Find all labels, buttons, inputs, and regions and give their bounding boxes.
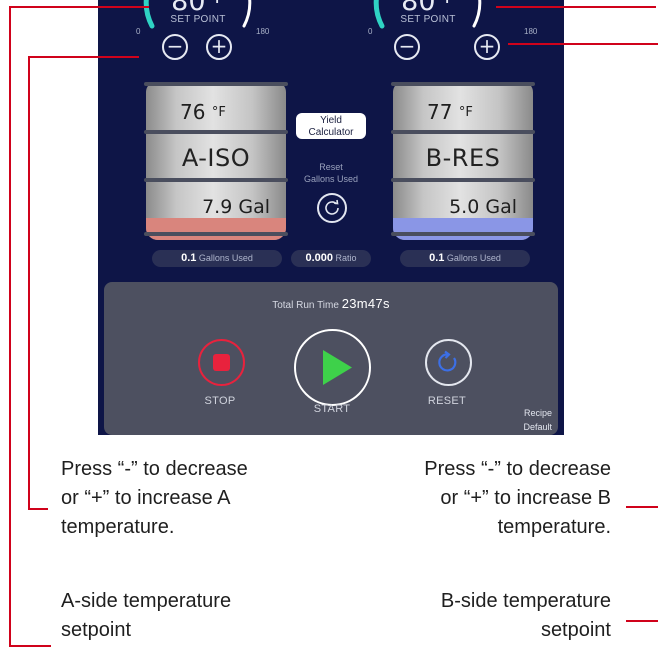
yield-calculator-button[interactable]: Yield Calculator xyxy=(296,113,366,139)
b-setpoint-leader xyxy=(496,6,656,8)
reset-gallons-line1: Reset xyxy=(319,162,343,172)
a-tank-name: A-ISO xyxy=(181,144,251,172)
b-tank-body xyxy=(393,82,533,240)
yield-line2: Calculator xyxy=(308,127,354,138)
ratio-label: Ratio xyxy=(335,253,357,263)
recipe-label: Recipe xyxy=(523,408,552,418)
a-tank-ring xyxy=(144,82,288,86)
a-setpoint-label: SET POINT xyxy=(170,14,226,25)
a-tank-body xyxy=(146,82,286,240)
stop-button[interactable] xyxy=(198,339,245,386)
b-tank-name: B-RES xyxy=(425,144,501,172)
a-tank-gallons: 7.9 Gal xyxy=(202,196,270,218)
a-buttons-leader xyxy=(28,56,139,58)
b-scale-min: 0 xyxy=(368,27,373,36)
run-time-label: Total Run Time xyxy=(272,300,339,311)
total-run-time: Total Run Time 23m47s xyxy=(104,296,558,311)
b-tank-ring xyxy=(391,232,535,236)
b-setpoint-unit: °F xyxy=(436,0,455,8)
b-setpoint-label: SET POINT xyxy=(400,14,456,25)
a-setpoint-leader xyxy=(9,6,149,8)
dispenser-screen: 80°F SET POINT 0 180 − + 80°F SET POINT … xyxy=(98,0,564,435)
a-tank-fill xyxy=(146,218,286,240)
reset-gallons-line2: Gallons Used xyxy=(303,174,359,184)
a-scale-max: 180 xyxy=(256,27,270,36)
b-tank-ring xyxy=(391,178,535,182)
callout-line: or “+” to increase B xyxy=(440,487,611,509)
stop-square-icon xyxy=(213,354,230,371)
b-buttons-leader xyxy=(508,43,658,45)
b-plus-button[interactable]: + xyxy=(474,34,500,60)
a-tank-temp-unit: °F xyxy=(211,105,226,120)
a-buttons-callout: Press “-” to decrease or “+” to increase… xyxy=(61,455,248,542)
callout-line: setpoint xyxy=(540,619,611,641)
callout-line: B-side temperature xyxy=(440,590,611,612)
callout-line: A-side temperature xyxy=(61,590,232,612)
start-label: START xyxy=(313,403,351,415)
a-setpoint-leader xyxy=(9,645,51,647)
b-minus-button[interactable]: − xyxy=(394,34,420,60)
recipe-value: Default xyxy=(523,422,552,432)
a-gallons-used-label: Gallons Used xyxy=(198,253,253,263)
start-button[interactable] xyxy=(294,329,371,406)
a-setpoint-callout: A-side temperature setpoint xyxy=(61,587,231,645)
b-setpoint-value: 80°F xyxy=(368,0,488,17)
a-buttons-leader xyxy=(28,508,48,510)
b-gallons-used: 0.1 Gallons Used xyxy=(400,250,530,267)
a-gauge-arc xyxy=(143,0,482,29)
reset-gallons-button[interactable] xyxy=(317,193,347,223)
b-tank-gallons: 5.0 Gal xyxy=(449,196,517,218)
a-gallons-used: 0.1 Gallons Used xyxy=(152,250,282,267)
play-triangle-icon xyxy=(323,350,352,385)
callout-line: or “+” to increase A xyxy=(61,487,231,509)
callout-line: Press “-” to decrease xyxy=(61,458,248,480)
b-tank-fill xyxy=(393,218,533,240)
b-scale-max: 180 xyxy=(524,27,538,36)
a-tank-ring xyxy=(144,178,288,182)
b-buttons-callout: Press “-” to decrease or “+” to increase… xyxy=(361,455,611,542)
a-tank-temp: 76 °F xyxy=(180,100,226,124)
a-setpoint-unit: °F xyxy=(206,0,225,8)
callout-line: temperature. xyxy=(61,516,175,538)
reset-arrow-icon xyxy=(325,199,339,215)
a-buttons-leader xyxy=(28,57,30,509)
reset-gallons-label: Reset Gallons Used xyxy=(291,161,371,185)
b-tank-ring xyxy=(391,130,535,134)
callout-line: Press “-” to decrease xyxy=(424,458,611,480)
ratio-readout: 0.000 Ratio xyxy=(291,250,371,267)
yield-line1: Yield xyxy=(320,115,342,126)
a-tank-ring xyxy=(144,232,288,236)
b-setpoint-leader xyxy=(626,620,658,622)
a-tank: 76 °F A-ISO 7.9 Gal xyxy=(144,82,288,240)
b-setpoint-callout: B-side temperature setpoint xyxy=(361,587,611,645)
run-time-value: 23m47s xyxy=(341,296,390,311)
b-tank-temp-unit: °F xyxy=(458,105,473,120)
recipe-readout: Recipe Default xyxy=(523,406,552,434)
b-buttons-leader xyxy=(626,506,658,508)
stop-label: STOP xyxy=(204,395,236,407)
reset-arrow-icon xyxy=(438,350,457,372)
callout-line: temperature. xyxy=(497,516,611,538)
a-scale-min: 0 xyxy=(136,27,141,36)
a-minus-button[interactable]: − xyxy=(162,34,188,60)
b-tank: 77 °F B-RES 5.0 Gal xyxy=(391,82,535,240)
control-panel: Total Run Time 23m47s STOP START RESET R… xyxy=(104,282,558,435)
a-setpoint-leader xyxy=(9,7,11,647)
a-setpoint-value: 80°F xyxy=(138,0,258,17)
reset-button[interactable] xyxy=(425,339,472,386)
a-tank-ring xyxy=(144,130,288,134)
b-gallons-used-label: Gallons Used xyxy=(446,253,501,263)
b-tank-ring xyxy=(391,82,535,86)
callout-line: setpoint xyxy=(61,619,132,641)
a-plus-button[interactable]: + xyxy=(206,34,232,60)
reset-label: RESET xyxy=(427,395,467,407)
b-tank-temp: 77 °F xyxy=(427,100,473,124)
